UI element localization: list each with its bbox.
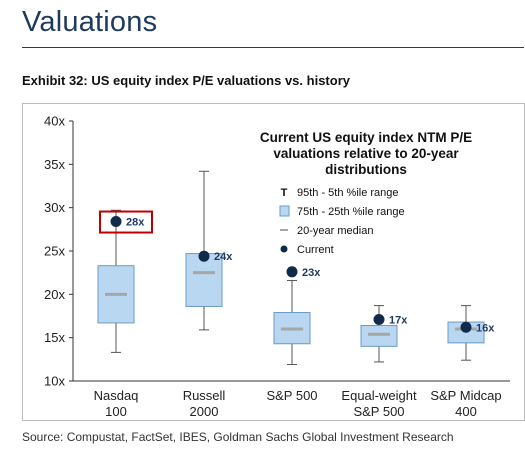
x-category-label: Equal-weight	[341, 388, 417, 403]
legend-label: 95th - 5th %ile range	[297, 187, 399, 199]
current-point	[110, 216, 122, 228]
y-tick-label: 10x	[44, 374, 65, 389]
iqr-box	[360, 325, 398, 347]
legend-symbol-range: T	[281, 187, 288, 199]
current-value-label: 24x	[214, 251, 233, 263]
x-category-label: S&P Midcap	[430, 388, 501, 403]
current-point	[286, 266, 298, 278]
highlight-box	[99, 210, 153, 234]
legend-label: 20-year median	[297, 225, 373, 237]
page-heading: Valuations	[22, 6, 158, 38]
x-category-label: S&P 500	[353, 404, 404, 419]
chart-title-line: distributions	[325, 162, 407, 177]
current-point	[198, 250, 210, 262]
heading-divider	[22, 47, 524, 48]
y-tick-label: 35x	[44, 157, 65, 172]
y-tick-label: 15x	[44, 330, 65, 345]
x-category-label: Nasdaq	[94, 388, 139, 403]
x-category-label: 100	[105, 404, 127, 419]
y-tick-label: 30x	[44, 200, 65, 215]
legend-symbol-box	[279, 205, 290, 217]
source-note: Source: Compustat, FactSet, IBES, Goldma…	[22, 430, 454, 444]
x-category-label: 2000	[190, 404, 219, 419]
chart-title-line: valuations relative to 20-year	[273, 146, 459, 161]
x-category-label: S&P 500	[266, 388, 317, 403]
current-value-label: 28x	[126, 217, 145, 229]
x-category-label: Russell	[183, 388, 226, 403]
current-value-label: 17x	[389, 314, 408, 326]
current-point	[460, 321, 472, 333]
current-value-label: 23x	[302, 267, 321, 279]
y-tick-label: 20x	[44, 287, 65, 302]
chart-frame	[22, 103, 525, 421]
x-category-label: 400	[455, 404, 477, 419]
current-point	[373, 313, 385, 325]
y-tick-label: 40x	[44, 114, 65, 129]
current-value-label: 16x	[476, 322, 495, 334]
chart-title-line: Current US equity index NTM P/E	[260, 130, 472, 145]
legend-symbol-current	[280, 245, 288, 253]
legend-label: 75th - 25th %ile range	[297, 206, 405, 218]
legend-label: Current	[297, 244, 334, 256]
exhibit-title: Exhibit 32: US equity index P/E valuatio…	[22, 73, 350, 88]
y-tick-label: 25x	[44, 244, 65, 259]
